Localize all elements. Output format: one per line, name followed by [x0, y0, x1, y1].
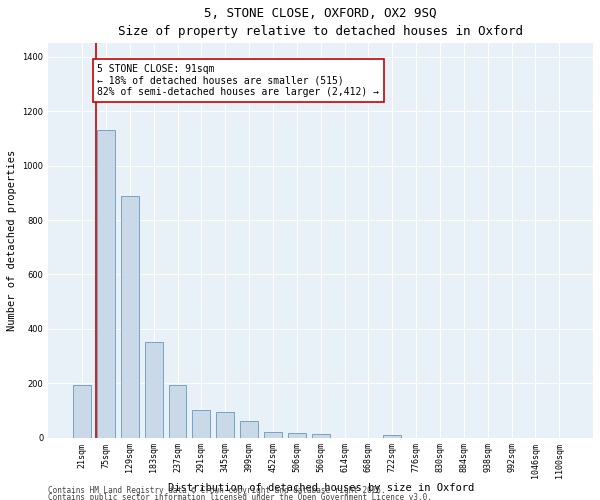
- Text: Contains public sector information licensed under the Open Government Licence v3: Contains public sector information licen…: [48, 494, 432, 500]
- Y-axis label: Number of detached properties: Number of detached properties: [7, 150, 17, 331]
- Bar: [312, 434, 329, 438]
- Bar: [73, 384, 91, 438]
- Bar: [193, 410, 211, 438]
- Text: 5 STONE CLOSE: 91sqm
← 18% of detached houses are smaller (515)
82% of semi-deta: 5 STONE CLOSE: 91sqm ← 18% of detached h…: [97, 64, 379, 97]
- Bar: [97, 130, 115, 438]
- X-axis label: Distribution of detached houses by size in Oxford: Distribution of detached houses by size …: [167, 483, 474, 493]
- Bar: [217, 412, 234, 438]
- Bar: [264, 432, 282, 438]
- Bar: [169, 384, 187, 438]
- Text: Contains HM Land Registry data © Crown copyright and database right 2025.: Contains HM Land Registry data © Crown c…: [48, 486, 386, 495]
- Bar: [240, 422, 258, 438]
- Bar: [145, 342, 163, 438]
- Bar: [121, 196, 139, 438]
- Bar: [383, 436, 401, 438]
- Bar: [288, 432, 306, 438]
- Title: 5, STONE CLOSE, OXFORD, OX2 9SQ
Size of property relative to detached houses in : 5, STONE CLOSE, OXFORD, OX2 9SQ Size of …: [118, 7, 523, 38]
